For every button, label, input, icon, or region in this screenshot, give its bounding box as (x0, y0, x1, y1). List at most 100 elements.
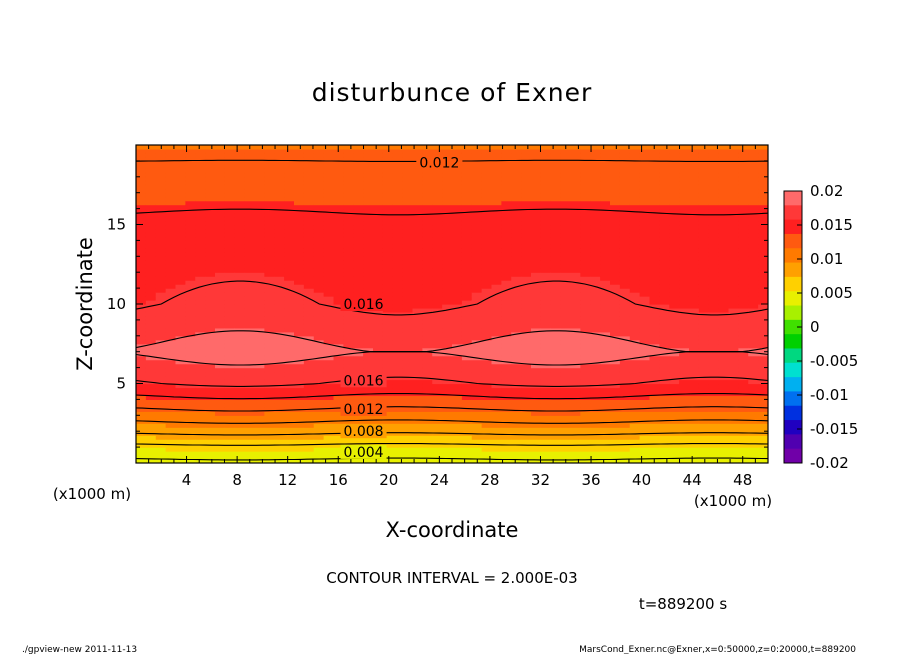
heatmap-cell (560, 208, 572, 214)
heatmap-cell (718, 407, 730, 412)
heatmap-cell (382, 224, 394, 230)
heatmap-cell (343, 168, 354, 174)
heatmap-cell (580, 224, 591, 230)
heatmap-cell (461, 224, 473, 230)
heatmap-cell (540, 252, 552, 257)
heatmap-cell (619, 248, 631, 253)
heatmap-cell (175, 296, 186, 301)
heatmap-cell (570, 220, 581, 226)
heatmap-cell (570, 208, 581, 214)
heatmap-cell (442, 371, 453, 377)
heatmap-cell (274, 188, 285, 194)
heatmap-cell (669, 455, 680, 460)
heatmap-cell (353, 188, 364, 194)
heatmap-cell (600, 335, 611, 341)
heatmap-cell (570, 152, 581, 158)
heatmap-cell (244, 423, 256, 428)
heatmap-cell (284, 208, 295, 214)
heatmap-cell (521, 268, 532, 273)
heatmap-cell (343, 359, 354, 365)
heatmap-cell (382, 248, 394, 253)
heatmap-cell (363, 272, 374, 277)
heatmap-cell (619, 423, 631, 428)
heatmap-cell (619, 399, 631, 404)
heatmap-cell (728, 304, 739, 309)
heatmap-cell (195, 391, 206, 397)
heatmap-cell (185, 184, 196, 190)
heatmap-cell (432, 367, 443, 373)
heatmap-cell (254, 459, 265, 463)
heatmap-cell (481, 164, 493, 170)
heatmap-cell (659, 459, 670, 463)
heatmap-cell (294, 296, 305, 301)
heatmap-cell (531, 160, 542, 166)
heatmap-cell (491, 176, 502, 182)
heatmap-cell (234, 339, 246, 345)
heatmap-cell (610, 276, 621, 281)
heatmap-cell (689, 268, 700, 273)
heatmap-cell (254, 363, 265, 369)
heatmap-cell (412, 244, 423, 249)
heatmap-cell (531, 439, 542, 444)
heatmap-cell (708, 319, 720, 325)
heatmap-cell (382, 172, 394, 178)
heatmap-cell (748, 447, 759, 452)
heatmap-cell (274, 212, 285, 218)
heatmap-cell (491, 284, 502, 289)
heatmap-cell (669, 363, 680, 369)
heatmap-cell (452, 375, 463, 381)
heatmap-cell (343, 419, 354, 424)
heatmap-cell (422, 224, 433, 230)
heatmap-cell (580, 439, 591, 444)
heatmap-cell (491, 160, 502, 166)
heatmap-cell (452, 145, 463, 150)
heatmap-cell (422, 355, 433, 361)
heatmap-cell (195, 160, 206, 166)
heatmap-cell (284, 339, 295, 345)
heatmap-cell (402, 431, 414, 436)
heatmap-cell (689, 331, 700, 337)
heatmap-cell (471, 264, 483, 269)
heatmap-cell (580, 300, 591, 305)
heatmap-cell (303, 216, 315, 222)
heatmap-cell (728, 176, 739, 182)
heatmap-cell (629, 311, 641, 317)
heatmap-cell (748, 363, 759, 369)
heatmap-cell (333, 355, 344, 361)
heatmap-cell (491, 252, 502, 257)
heatmap-cell (452, 304, 463, 309)
heatmap-cell (422, 459, 433, 463)
heatmap-cell (481, 224, 493, 230)
heatmap-cell (323, 192, 335, 198)
heatmap-cell (205, 244, 216, 249)
heatmap-cell (412, 208, 423, 214)
heatmap-cell (215, 200, 226, 206)
heatmap-cell (254, 415, 265, 420)
heatmap-cell (382, 232, 394, 238)
heatmap-cell (294, 403, 305, 408)
heatmap-cell (412, 152, 423, 158)
heatmap-cell (689, 260, 700, 265)
heatmap-cell (471, 228, 483, 234)
heatmap-cell (412, 184, 423, 190)
heatmap-cell (422, 371, 433, 377)
heatmap-cell (501, 343, 512, 349)
heatmap-cell (155, 288, 167, 293)
heatmap-cell (412, 343, 423, 349)
heatmap-cell (600, 180, 611, 186)
heatmap-cell (284, 367, 295, 373)
heatmap-cell (708, 371, 720, 377)
heatmap-cell (185, 311, 196, 317)
heatmap-cell (580, 176, 591, 182)
heatmap-cell (284, 415, 295, 420)
heatmap-cell (550, 292, 562, 297)
heatmap-cell (136, 268, 147, 273)
heatmap-cell (264, 391, 275, 397)
heatmap-cell (343, 204, 354, 210)
heatmap-cell (521, 335, 532, 341)
heatmap-cell (382, 256, 394, 261)
heatmap-cell (422, 395, 433, 400)
heatmap-cell (461, 339, 473, 345)
heatmap-cell (689, 288, 700, 293)
heatmap-cell (610, 367, 621, 373)
